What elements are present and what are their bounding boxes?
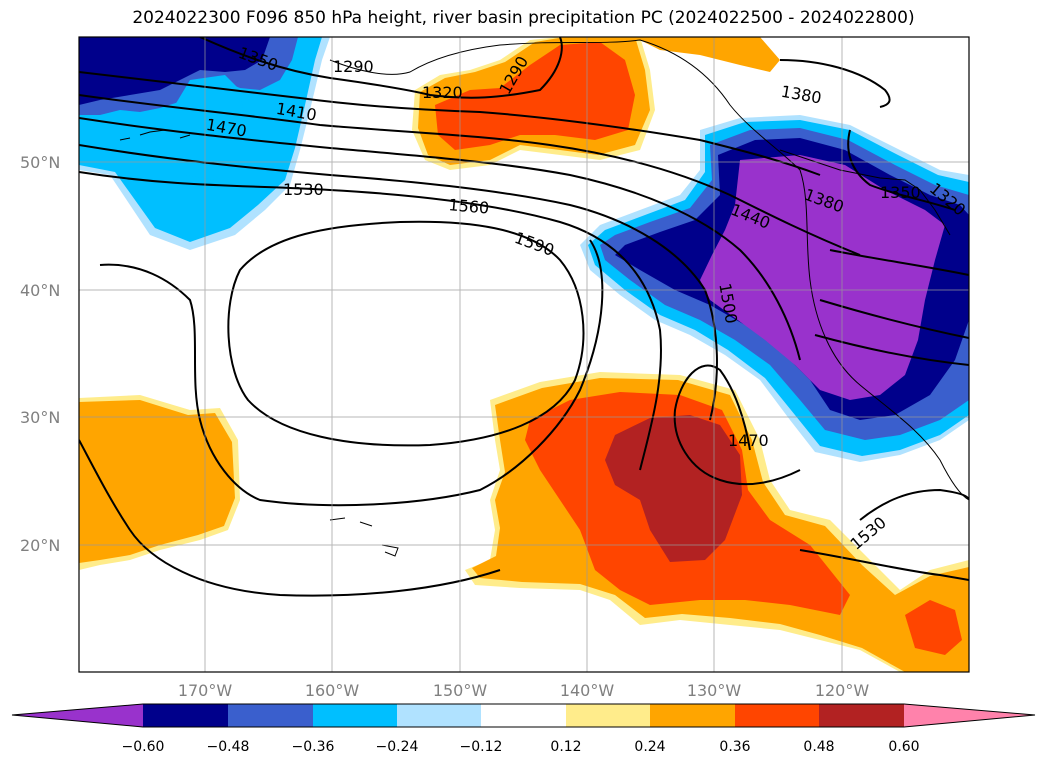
colorbar-tick: 0.12 <box>550 739 581 755</box>
contour-label: 1350 <box>880 183 921 202</box>
colorbar-tick: −0.12 <box>460 739 503 755</box>
colorbar-outline <box>11 703 1036 728</box>
lon-label: 130°W <box>687 681 742 700</box>
positive-anomaly-west <box>79 395 240 570</box>
lat-label: 50°N <box>20 153 60 172</box>
map-panel: 1350 1290 1320 1290 1380 1410 1470 1530 … <box>79 37 969 672</box>
lon-label: 150°W <box>433 681 488 700</box>
colorbar-segment <box>904 704 1035 727</box>
contour-label: 1530 <box>283 180 324 199</box>
lon-label: 160°W <box>305 681 360 700</box>
colorbar-segment <box>12 704 143 727</box>
lon-label: 140°W <box>560 681 615 700</box>
colorbar: −0.60 −0.48 −0.36 −0.24 −0.12 0.12 0.24 … <box>11 703 1036 755</box>
colorbar-segment <box>313 704 397 727</box>
colorbar-tick: 0.36 <box>719 739 750 755</box>
lon-label: 120°W <box>815 681 870 700</box>
colorbar-segment <box>566 704 650 727</box>
colorbar-tick: −0.48 <box>207 739 250 755</box>
colorbar-tick: 0.24 <box>634 739 665 755</box>
lat-label: 30°N <box>20 408 60 427</box>
colorbar-segment <box>481 704 566 727</box>
map-frame <box>78 36 970 673</box>
negative-anomaly-westcoast <box>580 115 969 462</box>
contour-label: 1290 <box>333 57 374 76</box>
gridlines <box>79 37 969 672</box>
contour-label: 1560 <box>448 195 490 217</box>
colorbar-tick: −0.36 <box>292 739 335 755</box>
lat-label: 20°N <box>20 536 60 555</box>
longitude-labels: 170°W 160°W 150°W 140°W 130°W 120°W <box>178 681 870 700</box>
colorbar-segment <box>735 704 819 727</box>
map-title: 2024022300 F096 850 hPa height, river ba… <box>132 8 915 28</box>
colorbar-segment <box>143 704 228 727</box>
colorbar-tick: −0.24 <box>376 739 419 755</box>
colorbar-segment <box>819 704 904 727</box>
colorbar-segment <box>228 704 313 727</box>
latitude-labels: 50°N 40°N 30°N 20°N <box>20 153 60 555</box>
colorbar-segment <box>650 704 735 727</box>
colorbar-tick: −0.60 <box>122 739 165 755</box>
colorbar-tick: 0.48 <box>803 739 834 755</box>
colorbar-tick: 0.60 <box>888 739 919 755</box>
colorbar-segment <box>397 704 481 727</box>
lat-label: 40°N <box>20 281 60 300</box>
contour-label: 1470 <box>728 431 769 450</box>
contour-label: 1320 <box>422 83 463 102</box>
negative-anomaly-northwest <box>79 37 330 250</box>
positive-anomaly-subtropical <box>465 372 969 672</box>
colorbar-ticks: −0.60 −0.48 −0.36 −0.24 −0.12 0.12 0.24 … <box>122 739 920 755</box>
lon-label: 170°W <box>178 681 233 700</box>
